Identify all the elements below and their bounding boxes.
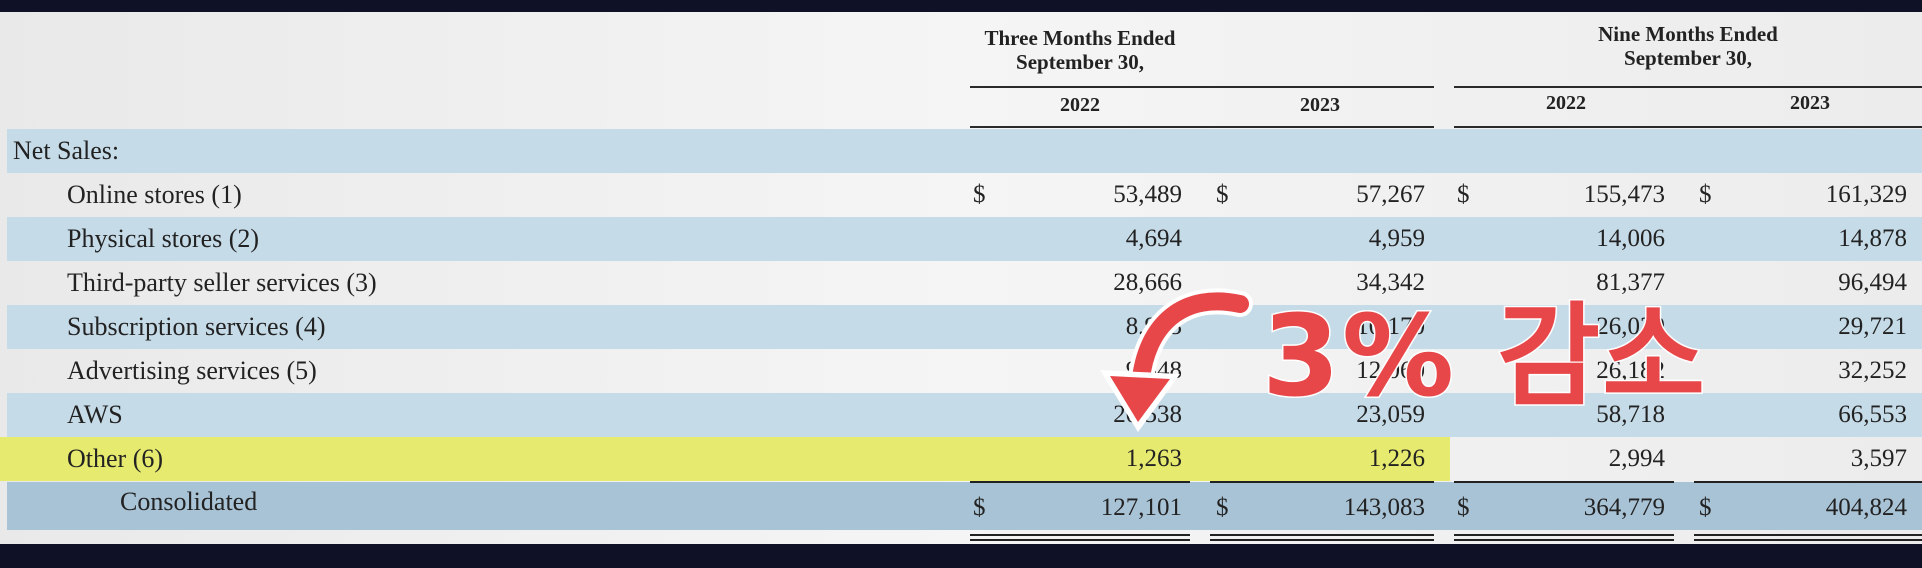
row-label: Third-party seller services (3) [67,268,377,297]
table-row: Advertising services (5) 9,548 12,060 26… [7,349,1922,393]
year-header-1: 2022 [1060,94,1100,116]
subtotal-rule [1210,481,1434,483]
double-underline [970,534,1190,536]
currency-sign: $ [1699,494,1712,521]
cell-value: 4,694 [1125,225,1182,252]
cell-value: 26,182 [1596,357,1665,384]
cell-value: 14,006 [1596,225,1665,252]
table-row-total: Consolidated $ 127,101 $ 143,083 $ 364,7… [7,482,1922,530]
cell-value: 10,170 [1356,313,1425,340]
row-label: Advertising services (5) [67,356,317,385]
table-row-net-sales: Net Sales: [7,129,1922,173]
row-label: Physical stores (2) [67,224,260,253]
three-months-header-line1: Three Months Ended [984,26,1176,50]
double-underline [1694,534,1922,536]
cell-value: 32,252 [1838,357,1907,384]
financial-table: Three Months Ended September 30, Nine Mo… [0,12,1922,544]
cell-value: 34,342 [1356,269,1425,296]
total-value: 404,824 [1825,494,1907,521]
cell-value: 26,029 [1596,313,1665,340]
subtotal-rule [970,481,1190,483]
decrease-annotation: 3% 감소 [1260,292,1708,422]
table-row: AWS 20,538 23,059 58,718 66,553 [7,393,1922,437]
nine-months-header-line1: Nine Months Ended [1598,22,1778,46]
total-value: 127,101 [1100,494,1182,521]
table-row: Physical stores (2) 4,694 4,959 14,006 1… [7,217,1922,261]
total-label: Consolidated [120,487,258,516]
nine-months-header: Nine Months Ended September 30, [1568,22,1808,70]
section-label: Net Sales: [13,136,120,165]
double-underline [1210,534,1434,536]
cell-value: 58,718 [1596,401,1665,428]
cell-value: 96,494 [1838,269,1907,296]
cell-value: 12,060 [1356,357,1425,384]
cell-value: 155,473 [1583,181,1665,208]
cell-value: 4,959 [1368,225,1425,252]
subtotal-rule [1454,481,1674,483]
cell-value: 81,377 [1596,269,1665,296]
cell-value: 14,878 [1838,225,1907,252]
year-header-2: 2023 [1300,94,1340,116]
cell-value: 161,329 [1825,181,1907,208]
year-header-4: 2023 [1790,92,1830,114]
table-row: Third-party seller services (3) 28,666 3… [7,261,1922,305]
cell-value: 29,721 [1838,313,1907,340]
currency-sign: $ [1216,494,1229,521]
row-label: Other (6) [67,444,164,473]
table-row: Subscription services (4) 8,903 10,170 2… [7,305,1922,349]
years-rule-right [1454,126,1922,128]
cell-value: 3,597 [1850,445,1907,472]
cell-value: 1,263 [1125,445,1182,472]
cell-value: 57,267 [1356,181,1425,208]
cell-value: 23,059 [1356,401,1425,428]
table-row: Online stores (1) $ 53,489 $ 57,267 $ 15… [7,173,1922,217]
row-highlight [0,437,1450,481]
years-rule-left [970,126,1434,128]
three-months-header: Three Months Ended September 30, [960,26,1200,74]
currency-sign: $ [973,181,986,208]
currency-sign: $ [1457,494,1470,521]
three-months-rule [970,86,1434,88]
total-value: 364,779 [1583,494,1665,521]
row-label: Online stores (1) [67,180,242,209]
currency-sign: $ [1457,181,1470,208]
row-label: Subscription services (4) [67,312,326,341]
currency-sign: $ [973,494,986,521]
currency-sign: $ [1216,181,1229,208]
currency-sign: $ [1699,181,1712,208]
subtotal-rule [1694,481,1922,483]
nine-months-header-line2: September 30, [1624,46,1752,70]
cell-value: 53,489 [1113,181,1182,208]
cell-value: 28,666 [1113,269,1182,296]
nine-months-rule [1454,86,1922,88]
row-label: AWS [67,400,123,429]
three-months-header-line2: September 30, [1016,50,1144,74]
curved-arrow-icon [1100,288,1253,432]
table-row-highlighted: Other (6) 1,263 1,226 2,994 3,597 [0,437,1922,481]
year-header-3: 2022 [1546,92,1586,114]
cell-value: 1,226 [1368,445,1425,472]
cell-value: 66,553 [1838,401,1907,428]
cell-value: 2,994 [1608,445,1665,472]
total-value: 143,083 [1343,494,1425,521]
double-underline [1454,534,1674,536]
